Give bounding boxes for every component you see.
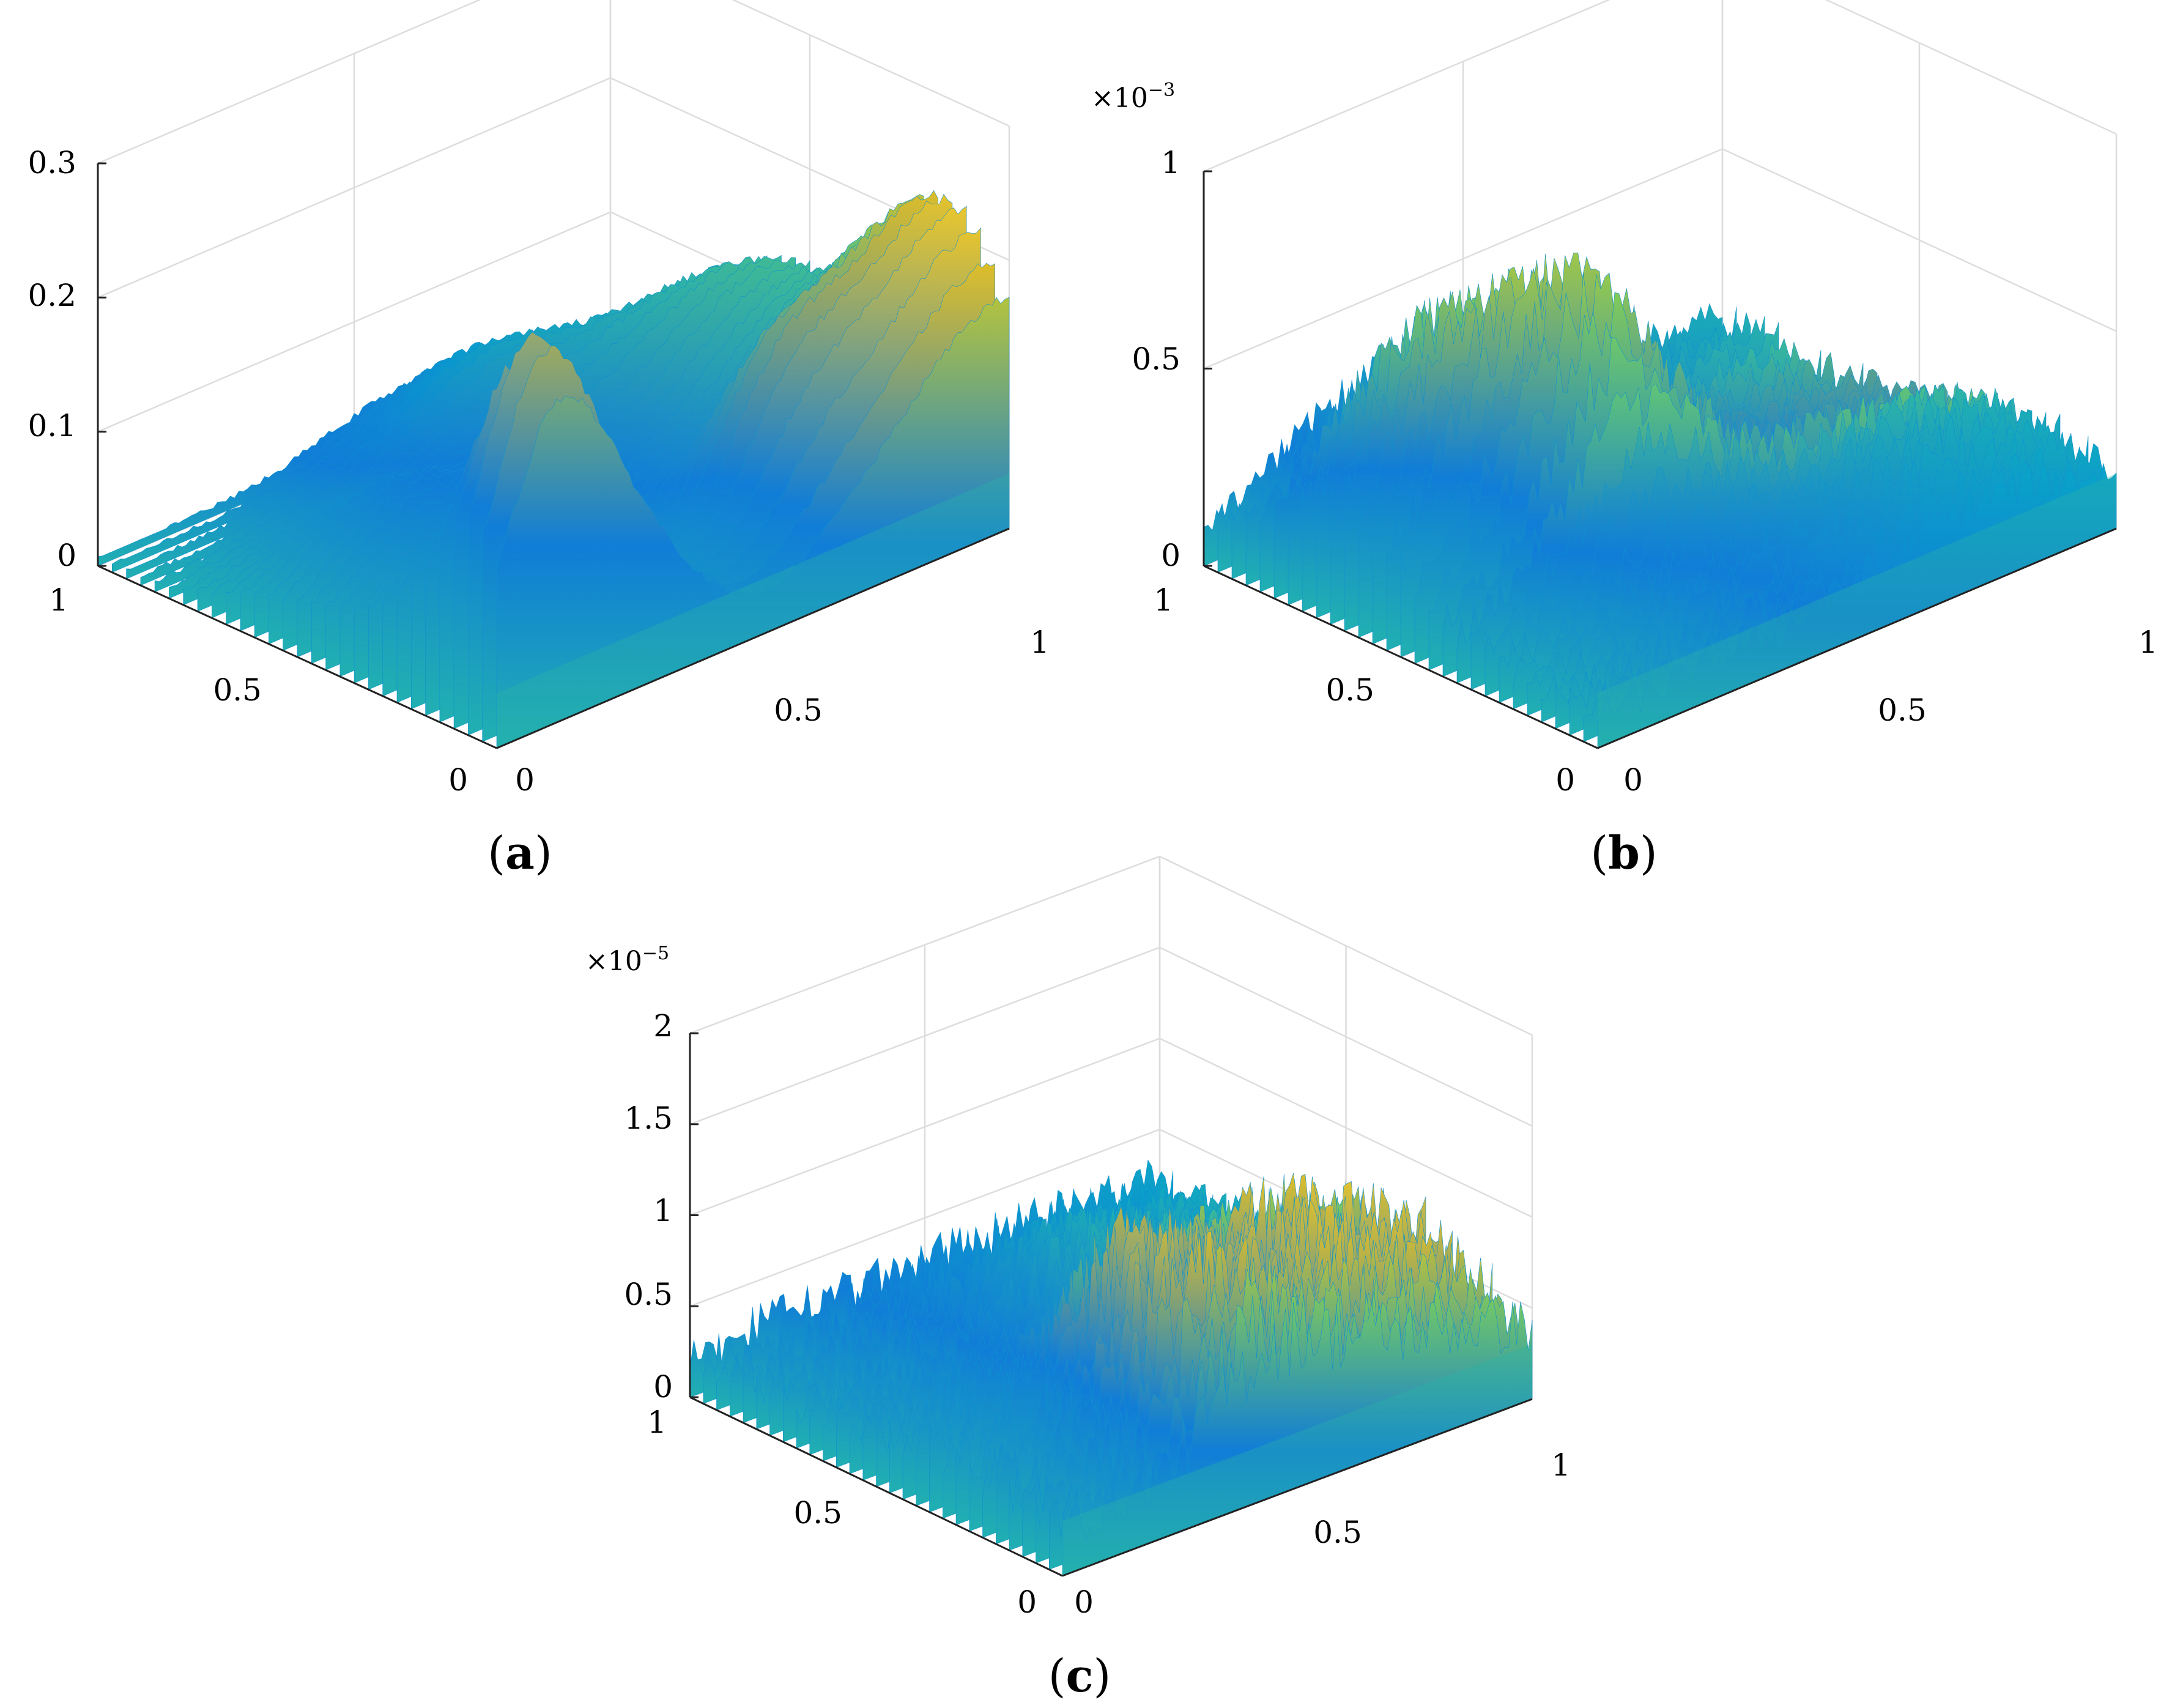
grid-line: [97, 0, 1010, 165]
grid-line: [1203, 0, 2117, 173]
surface-plot-c: ×10−5 2 1.5 1 0.5 0 1 0.5 0 0 0.5 1 (c): [585, 855, 1571, 1702]
x-tick-labels: 0 0.5 1: [515, 625, 1050, 798]
y-tick-labels: 1 0.5 0: [647, 1405, 1037, 1620]
surface-strip: [496, 297, 1010, 749]
x-tick-label: 1: [2138, 625, 2158, 660]
surface-strip: [1597, 462, 2117, 749]
z-tick-label: 0: [1161, 538, 1180, 573]
y-tick-label: 0.5: [213, 672, 262, 708]
z-tick-label: 0.5: [624, 1277, 673, 1312]
z-tick-labels: 2 1.5 1 0.5 0: [624, 1008, 673, 1405]
y-tick-labels: 1 0.5 0: [49, 582, 468, 798]
surface-plot-a: 0.3 0.2 0.1 0 1 0.5 0 0 0.5 1 (a): [28, 0, 1050, 880]
y-tick-label: 0: [1017, 1584, 1037, 1620]
x-tick-label: 0.5: [1313, 1515, 1362, 1550]
x-tick-label: 0.5: [1878, 692, 1927, 728]
y-tick-label: 0.5: [793, 1495, 842, 1531]
y-axis-line: [97, 565, 497, 749]
z-scale-label: ×10−5: [585, 943, 669, 977]
z-tick-label: 0: [57, 538, 76, 573]
axes: [97, 162, 1010, 749]
panel-caption-b: (b): [1590, 827, 1658, 880]
z-tick-label: 0.5: [1132, 341, 1180, 377]
y-tick-label: 0: [1555, 762, 1575, 798]
surface-front-face: [1598, 473, 2116, 748]
surface-strip: [1062, 1298, 1533, 1576]
x-axis-line: [1597, 527, 2117, 749]
grid-line: [1203, 148, 2117, 369]
surface-front-face: [1062, 1344, 1532, 1576]
surface: [1203, 252, 2117, 749]
x-tick-label: 0: [515, 762, 535, 798]
surface: [97, 190, 1010, 749]
z-tick-label: 0.2: [28, 278, 76, 313]
surface-plot-b: ×10−3 1 0.5 0 1 0.5 0 0 0.5 1 (b): [1091, 0, 2158, 880]
axes: [689, 1032, 1533, 1577]
surface: [689, 1159, 1533, 1576]
y-tick-label: 0: [448, 762, 468, 798]
x-tick-label: 0: [1623, 762, 1643, 798]
z-tick-label: 1: [1161, 145, 1180, 180]
x-axis-line: [1062, 1398, 1533, 1577]
panel-caption-a: (a): [487, 827, 552, 880]
x-tick-label: 1: [1030, 625, 1050, 660]
x-tick-label: 0.5: [774, 692, 823, 728]
x-tick-label: 1: [1551, 1447, 1571, 1483]
panel-caption-c: (c): [1048, 1650, 1111, 1702]
surface-front-face: [497, 473, 1009, 748]
x-tick-labels: 0 0.5 1: [1623, 625, 2158, 798]
y-tick-label: 1: [647, 1405, 667, 1440]
z-tick-label: 0.1: [28, 408, 76, 444]
z-tick-label: 0.3: [28, 145, 76, 180]
z-scale-label: ×10−3: [1091, 80, 1175, 114]
x-axis-line: [496, 527, 1010, 749]
z-tick-label: 1: [653, 1193, 673, 1228]
y-tick-labels: 1 0.5 0: [1154, 582, 1575, 798]
y-tick-label: 0.5: [1325, 672, 1374, 708]
z-tick-label: 0: [653, 1369, 673, 1405]
z-tick-label: 2: [653, 1008, 673, 1044]
z-tick-label: 1.5: [624, 1101, 673, 1136]
z-tick-labels: 0.3 0.2 0.1 0: [28, 145, 76, 573]
y-axis-line: [1203, 565, 1598, 749]
grid-line: [689, 855, 1533, 1036]
axes: [1203, 170, 2117, 749]
y-tick-label: 1: [1154, 582, 1173, 618]
y-tick-label: 1: [49, 582, 69, 618]
x-tick-label: 0: [1074, 1584, 1094, 1620]
z-tick-labels: 1 0.5 0: [1132, 145, 1180, 573]
y-axis-line: [689, 1396, 1063, 1577]
x-tick-labels: 0 0.5 1: [1074, 1447, 1571, 1620]
